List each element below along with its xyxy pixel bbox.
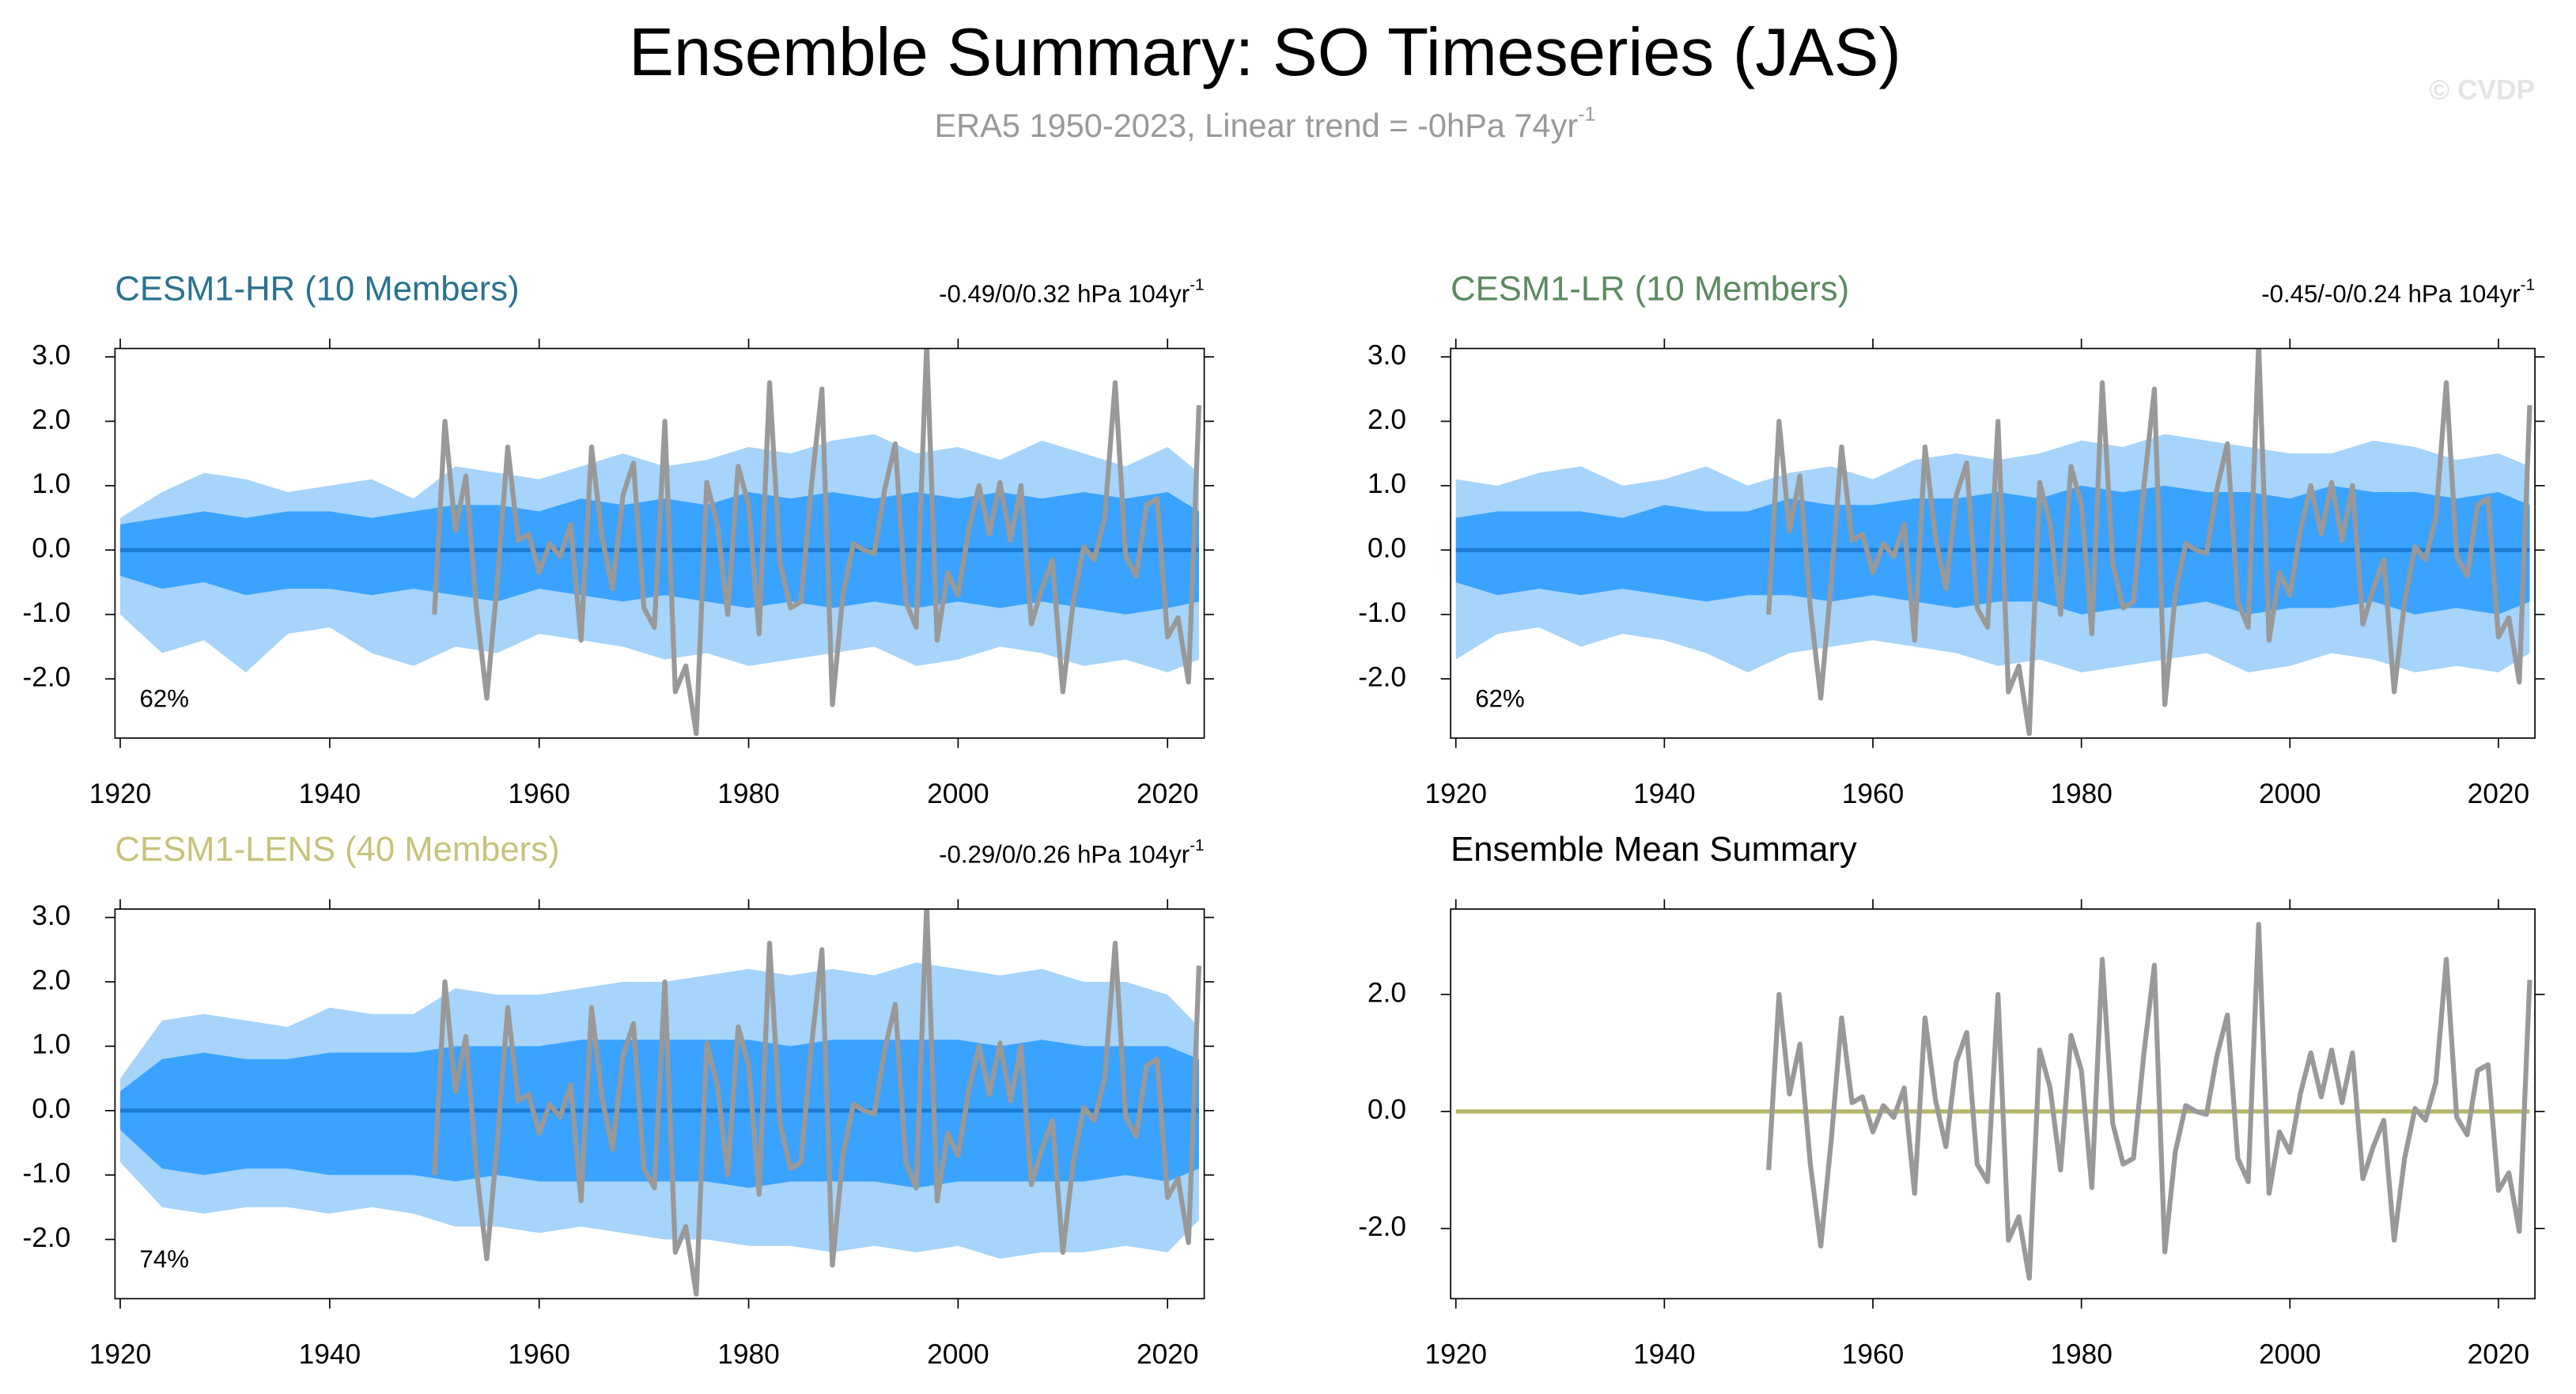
y-tick-label: 2.0 [1367,977,1406,1008]
y-tick-label: -2.0 [1358,661,1406,692]
panel-title: Ensemble Mean Summary [1451,831,1857,869]
panel-title: CESM1-HR (10 Members) [115,270,519,308]
percent-label: 62% [1475,684,1524,712]
x-tick-label: 2000 [927,1339,989,1370]
y-tick-label: 3.0 [1367,339,1406,370]
panel-title: CESM1-LENS (40 Members) [115,831,559,869]
x-tick-label: 2020 [2468,778,2530,809]
y-tick-label: 0.0 [1367,533,1406,564]
plot-frame [1450,908,2536,1300]
x-tick-label: 1920 [1424,778,1487,809]
x-tick-label: 1980 [2050,778,2113,809]
plot-area [1455,348,2532,737]
x-tick-label: 2020 [1137,1339,1199,1370]
annotation-sup: -1 [1190,837,1204,855]
y-tick-label: 1.0 [32,1029,70,1060]
y-tick-label: -2.0 [22,1222,70,1253]
y-tick-label: 2.0 [1367,404,1406,435]
page-subtitle: ERA5 1950-2023, Linear trend = -0hPa 74y… [934,103,1595,144]
annotation-sup: -1 [2521,276,2535,294]
x-tick-label: 1980 [2050,1339,2113,1370]
series-line [1766,922,2532,1281]
subtitle-sup: -1 [1578,103,1595,125]
plot-frame [114,347,1205,739]
panel-annotation: -0.29/0/0.26 hPa 104yr-1 [939,837,1204,869]
y-tick-label: 0.0 [32,533,70,564]
series-line [432,909,1202,1297]
panel-title: CESM1-LR (10 Members) [1451,270,1849,308]
y-tick-label: 3.0 [32,900,70,931]
x-tick-label: 1920 [89,778,152,809]
y-tick-label: 0.0 [1367,1094,1406,1125]
x-tick-label: 1960 [508,1339,570,1370]
annotation-sup: -1 [1190,276,1204,294]
percent-label: 62% [140,684,189,712]
panel-annotation: -0.49/0/0.32 hPa 104yr-1 [939,276,1204,308]
plot-area [120,348,1202,737]
plot-area [120,909,1202,1297]
y-tick-label: 1.0 [1367,468,1406,499]
x-tick-label: 1960 [1842,778,1905,809]
subtitle-text: ERA5 1950-2023, Linear trend = -0hPa 74y… [934,107,1578,144]
y-tick-label: -1.0 [22,1158,70,1189]
plot-frame [1450,347,2536,739]
series-line [432,348,1202,737]
y-tick-label: -2.0 [1358,1211,1406,1242]
annotation-text: -0.49/0/0.32 hPa 104yr [939,280,1190,308]
x-tick-label: 2020 [1137,778,1199,809]
panel-annotation: -0.45/-0/0.24 hPa 104yr-1 [2261,276,2535,308]
y-tick-label: -1.0 [1358,597,1406,628]
y-tick-label: -1.0 [22,597,70,628]
series-line [1766,348,2532,737]
y-tick-label: 3.0 [32,339,70,370]
x-tick-label: 1960 [508,778,570,809]
x-tick-label: 1940 [299,778,361,809]
y-tick-label: 1.0 [32,468,70,499]
x-tick-label: 2000 [927,778,989,809]
y-tick-label: 2.0 [32,404,70,435]
page-title: Ensemble Summary: SO Timeseries (JAS) [629,15,1901,90]
y-tick-label: -2.0 [22,661,70,692]
x-tick-label: 2020 [2468,1339,2530,1370]
y-tick-label: 0.0 [32,1093,70,1124]
x-tick-label: 2000 [2259,778,2321,809]
x-tick-label: 1980 [717,778,780,809]
x-tick-label: 2000 [2259,1339,2321,1370]
x-tick-label: 1920 [1424,1339,1487,1370]
x-tick-label: 1940 [1633,778,1696,809]
y-tick-label: 2.0 [32,964,70,995]
x-tick-label: 1940 [1633,1339,1696,1370]
watermark: © CVDP [2429,75,2535,106]
annotation-text: -0.29/0/0.26 hPa 104yr [939,841,1190,869]
x-tick-label: 1920 [89,1339,152,1370]
percent-label: 74% [140,1245,189,1273]
x-tick-label: 1960 [1842,1339,1905,1370]
plot-area [1455,922,2532,1281]
x-tick-label: 1980 [717,1339,780,1370]
plot-frame [114,908,1205,1300]
x-tick-label: 1940 [299,1339,361,1370]
annotation-text: -0.45/-0/0.24 hPa 104yr [2261,280,2520,308]
